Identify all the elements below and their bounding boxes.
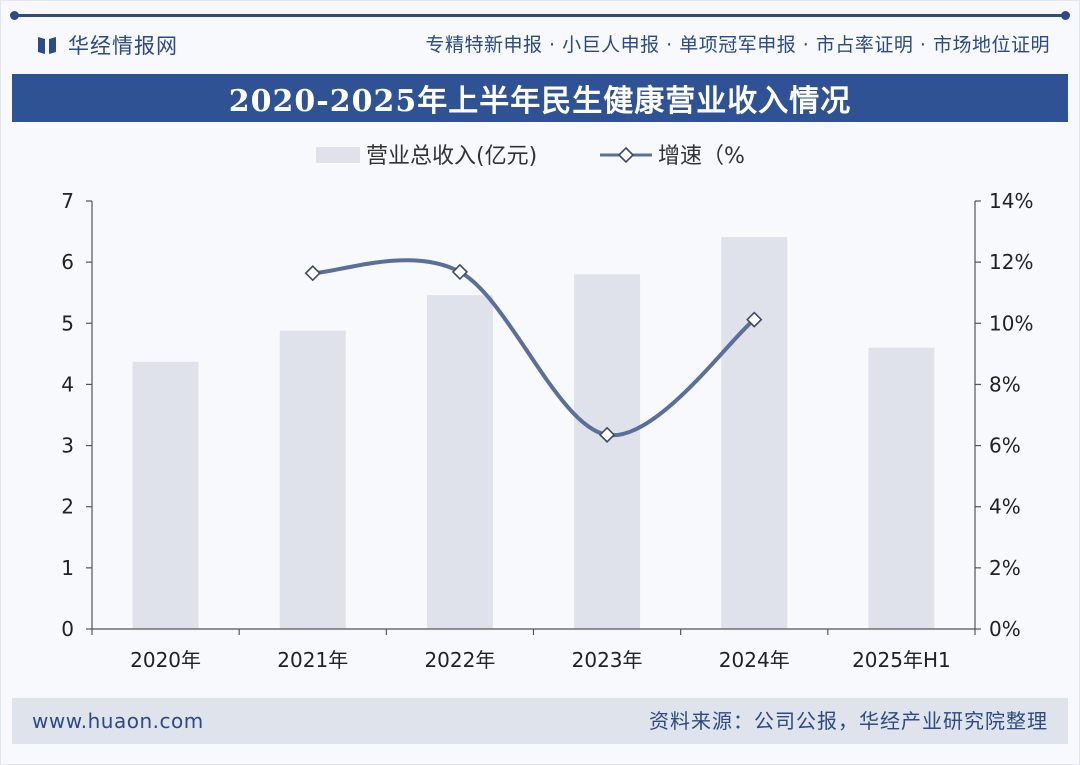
services-list: 专精特新申报 · 小巨人申报 · 单项冠军申报 · 市占率证明 · 市场地位证明 [425, 34, 1050, 56]
x-tick-label-1: 2021年 [277, 648, 348, 672]
x-tick-label-3: 2023年 [572, 648, 643, 672]
growth-point-0 [304, 265, 321, 282]
y-right-tick-label-4: 8% [989, 372, 1021, 396]
book-icon [38, 37, 56, 54]
bar-2 [426, 295, 493, 629]
y-left-tick-label-3: 3 [61, 434, 74, 458]
growth-point-2 [598, 426, 616, 444]
growth-line [310, 258, 757, 438]
x-tick-label-2: 2022年 [424, 648, 495, 672]
y-right-tick-label-6: 12% [989, 250, 1033, 274]
bar-1 [279, 330, 346, 629]
source-note: 资料来源：公司公报，华经产业研究院整理 [649, 709, 1048, 733]
y-left-tick-label-6: 6 [61, 250, 74, 274]
legend-line-label: 增速（% [658, 144, 745, 169]
x-tick-label-4: 2024年 [719, 648, 790, 672]
brand-name: 华经情报网 [68, 34, 178, 58]
bar-4 [721, 237, 788, 629]
y-right-tick-label-0: 0% [989, 617, 1021, 641]
chart-area: 0 1 2 3 4 5 6 7 0% 2% 4% 6% 8% 10% 12% 14% 2020年 2021年 202… [61, 144, 1033, 672]
y-right-tick-label-3: 6% [989, 434, 1021, 458]
y-left-tick-label-0: 0 [61, 617, 74, 641]
chart-title: 2020-2025年上半年民生健康营业收入情况 [228, 84, 852, 119]
y-right-tick-label-7: 14% [989, 189, 1033, 213]
x-tick-label-5: 2025年H1 [852, 648, 951, 672]
y-left-tick-label-1: 1 [61, 556, 74, 580]
growth-point-3 [746, 311, 763, 328]
bar-0 [132, 361, 199, 629]
y-right-tick-label-5: 10% [989, 311, 1033, 335]
y-right-tick-label-1: 2% [989, 556, 1021, 580]
y-right-tick-label-2: 4% [989, 495, 1021, 519]
top-rule [10, 11, 1070, 20]
growth-point-1 [451, 263, 469, 281]
y-left-tick-label-4: 4 [61, 372, 74, 396]
x-tick-label-0: 2020年 [130, 648, 201, 672]
y-left-tick-label-2: 2 [61, 495, 74, 519]
website-url: www.huaon.com [32, 709, 204, 733]
bar-3 [574, 274, 641, 629]
legend-line-marker [617, 146, 635, 164]
title-band: 2020-2025年上半年民生健康营业收入情况 [12, 74, 1068, 122]
y-left-tick-label-7: 7 [61, 189, 74, 213]
legend-bar-label: 营业总收入(亿元) [366, 144, 537, 169]
brand: 华经情报网 [36, 30, 178, 60]
bar-5 [868, 347, 935, 629]
y-left-tick-label-5: 5 [61, 311, 74, 335]
footer-band: www.huaon.com 资料来源：公司公报，华经产业研究院整理 [12, 698, 1068, 744]
legend-bar-swatch [316, 147, 360, 163]
